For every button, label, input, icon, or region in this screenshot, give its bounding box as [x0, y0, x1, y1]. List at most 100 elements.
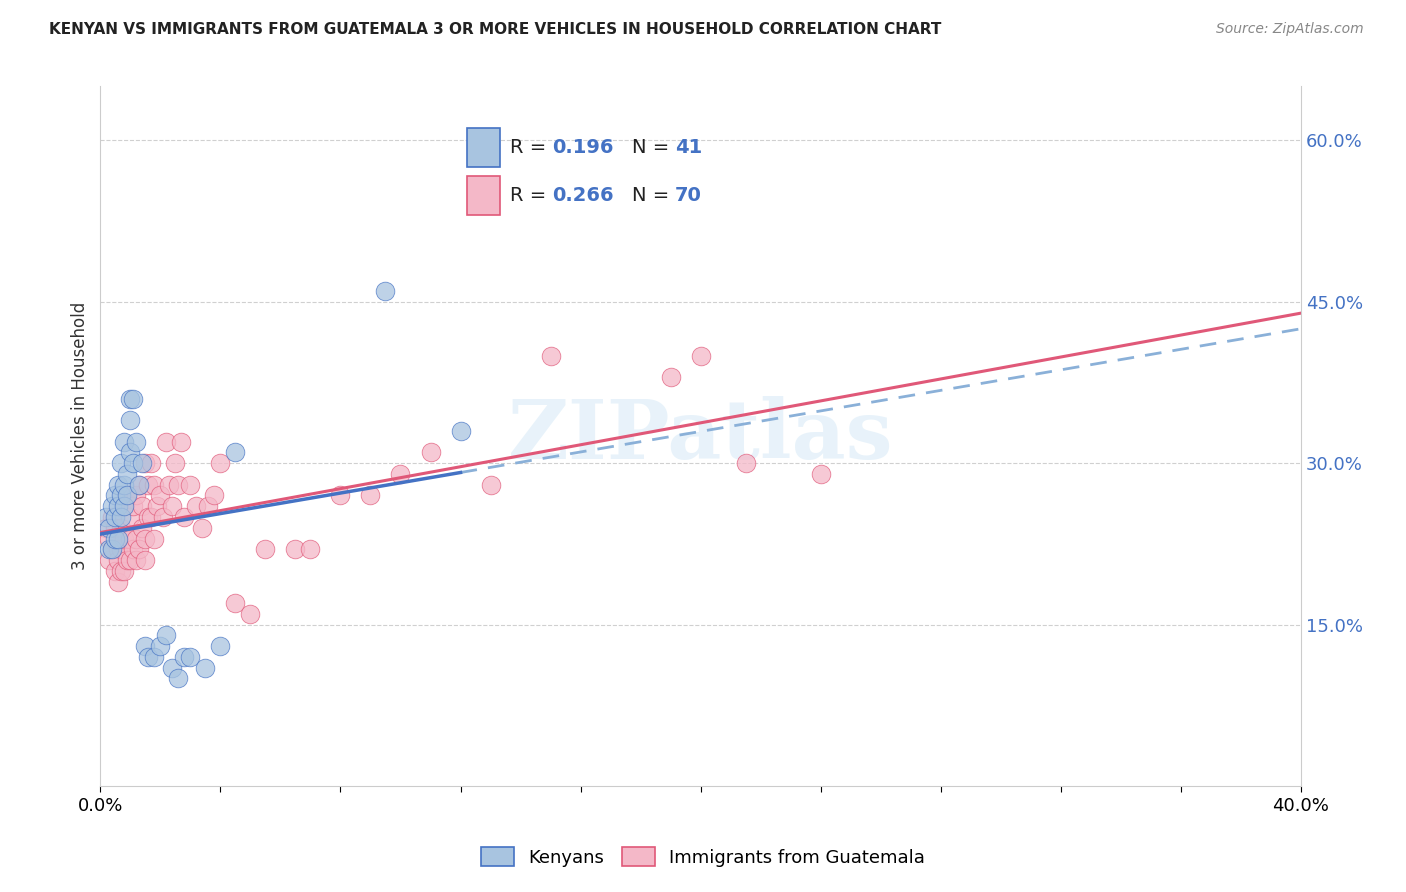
Point: [104, 564, 127, 578]
Text: KENYAN VS IMMIGRANTS FROM GUATEMALA 3 OR MORE VEHICLES IN HOUSEHOLD CORRELATION : KENYAN VS IMMIGRANTS FROM GUATEMALA 3 OR…: [49, 22, 942, 37]
Point: [359, 488, 381, 502]
Point: [374, 284, 396, 298]
Point: [138, 649, 160, 664]
Point: [131, 500, 153, 514]
Point: [104, 488, 127, 502]
Point: [112, 532, 135, 546]
Point: [224, 596, 246, 610]
Point: [112, 477, 135, 491]
Point: [209, 456, 232, 470]
Point: [389, 467, 412, 481]
Point: [120, 532, 142, 546]
Point: [149, 639, 172, 653]
Point: [110, 564, 132, 578]
Point: [165, 456, 187, 470]
Point: [194, 661, 217, 675]
Point: [98, 553, 121, 567]
Point: [107, 532, 129, 546]
Point: [125, 488, 148, 502]
Point: [254, 542, 277, 557]
Point: [143, 649, 166, 664]
Point: [197, 500, 219, 514]
Point: [179, 649, 201, 664]
Point: [419, 445, 441, 459]
Point: [107, 574, 129, 589]
Point: [110, 510, 132, 524]
Legend: Kenyans, Immigrants from Guatemala: Kenyans, Immigrants from Guatemala: [474, 840, 932, 874]
Point: [162, 661, 184, 675]
Point: [299, 542, 322, 557]
Point: [125, 434, 148, 449]
Point: [104, 532, 127, 546]
Point: [155, 628, 177, 642]
Point: [96, 510, 118, 524]
Point: [107, 542, 129, 557]
Point: [107, 500, 129, 514]
Point: [122, 456, 145, 470]
Point: [134, 639, 156, 653]
Point: [167, 672, 190, 686]
Point: [138, 477, 160, 491]
Point: [112, 500, 135, 514]
Point: [141, 456, 163, 470]
Point: [191, 521, 214, 535]
Point: [104, 521, 127, 535]
Point: [122, 500, 145, 514]
Point: [131, 521, 153, 535]
Point: [117, 553, 139, 567]
Text: ZIPatlas: ZIPatlas: [508, 396, 893, 476]
Point: [540, 349, 562, 363]
Point: [98, 521, 121, 535]
Point: [209, 639, 232, 653]
Point: [173, 649, 195, 664]
Point: [110, 521, 132, 535]
Point: [329, 488, 352, 502]
Point: [117, 488, 139, 502]
Point: [146, 500, 169, 514]
Point: [134, 553, 156, 567]
Point: [110, 542, 132, 557]
Point: [107, 477, 129, 491]
Point: [96, 521, 118, 535]
Point: [162, 500, 184, 514]
Point: [173, 510, 195, 524]
Point: [125, 532, 148, 546]
Point: [689, 349, 711, 363]
Point: [134, 456, 156, 470]
Point: [101, 500, 124, 514]
Point: [128, 542, 150, 557]
Point: [450, 424, 472, 438]
Text: Source: ZipAtlas.com: Source: ZipAtlas.com: [1216, 22, 1364, 37]
Point: [104, 510, 127, 524]
Point: [117, 488, 139, 502]
Point: [143, 477, 166, 491]
Point: [152, 510, 174, 524]
Point: [141, 510, 163, 524]
Point: [117, 467, 139, 481]
Point: [134, 532, 156, 546]
Point: [128, 477, 150, 491]
Point: [149, 488, 172, 502]
Point: [167, 477, 190, 491]
Point: [120, 392, 142, 406]
Point: [120, 413, 142, 427]
Point: [131, 456, 153, 470]
Point: [810, 467, 832, 481]
Point: [122, 542, 145, 557]
Point: [101, 542, 124, 557]
Point: [284, 542, 307, 557]
Point: [110, 488, 132, 502]
Point: [179, 477, 201, 491]
Point: [112, 434, 135, 449]
Point: [101, 542, 124, 557]
Point: [170, 434, 193, 449]
Point: [202, 488, 225, 502]
Point: [120, 553, 142, 567]
Point: [224, 445, 246, 459]
Point: [143, 532, 166, 546]
Point: [122, 392, 145, 406]
Point: [734, 456, 756, 470]
Point: [125, 553, 148, 567]
Point: [112, 564, 135, 578]
Y-axis label: 3 or more Vehicles in Household: 3 or more Vehicles in Household: [72, 302, 89, 570]
